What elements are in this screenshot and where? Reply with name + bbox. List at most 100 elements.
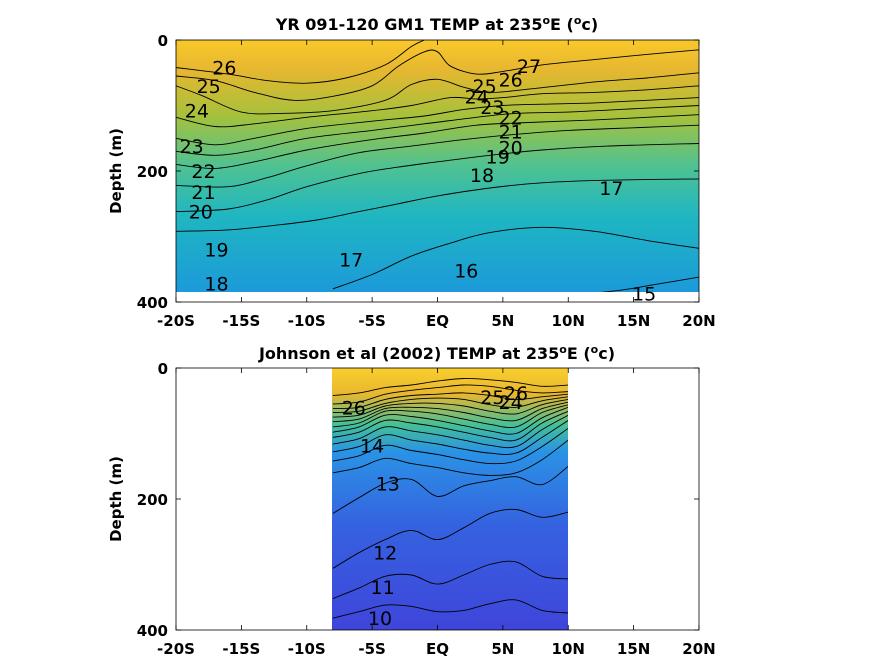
contour-label: 22 (191, 161, 215, 183)
y-tick-label: 0 (158, 360, 168, 378)
y-axis-label-top: Depth (m) (107, 128, 125, 214)
contour-22 (176, 97, 699, 146)
contour-21 (176, 105, 699, 156)
y-tick-label: 400 (137, 622, 168, 640)
y-axis-label-bottom: Depth (m) (107, 456, 125, 542)
contour-10 (332, 599, 568, 619)
contour-15 (600, 276, 699, 292)
contour-label: 15 (632, 284, 656, 306)
temperature-field-bottom (332, 368, 568, 630)
contour-label: 16 (454, 261, 478, 283)
y-tick-label: 200 (137, 163, 168, 181)
contour-label: 20 (189, 202, 213, 224)
contour-label: 22 (499, 107, 523, 129)
x-tick-label: -20S (157, 312, 195, 330)
x-tick-label: -10S (288, 312, 326, 330)
contour-label: 10 (368, 608, 392, 630)
contour-lines-bottom (332, 378, 568, 619)
y-axis-top: 0 200 400 (137, 32, 699, 312)
x-tick-label: -20S (157, 640, 195, 656)
x-tick-label: -10S (288, 640, 326, 656)
contour-label: 23 (480, 97, 504, 119)
contour-13 (332, 465, 568, 514)
x-tick-label: -5S (358, 312, 385, 330)
x-tick-label: 10N (552, 312, 585, 330)
contour-23 (332, 396, 568, 413)
contour-label: 18 (470, 165, 494, 187)
contour-label: 21 (191, 182, 215, 204)
chart-title-bottom: Johnson et al (2002) TEMP at 235oE (oc) (258, 343, 615, 364)
contour-20 (332, 404, 568, 428)
y-axis-bottom: 0 200 400 (137, 360, 699, 640)
x-tick-label: 5N (491, 640, 514, 656)
contour-label: 25 (480, 387, 504, 409)
y-tick-label: 0 (158, 32, 168, 50)
panel-top: YR 091-120 GM1 TEMP at 235oE (oc) 262524… (107, 14, 716, 331)
contour-19 (176, 124, 699, 188)
contour-label: 24 (185, 101, 209, 123)
contour-26 (332, 378, 568, 396)
contour-24 (332, 392, 568, 410)
contour-label: 17 (339, 249, 363, 271)
contour-label: 23 (180, 136, 204, 158)
x-tick-label: -5S (358, 640, 385, 656)
contour-lines-top (176, 40, 699, 292)
contour-label: 18 (204, 274, 228, 296)
contour-label: 26 (499, 69, 523, 91)
contour-label: 12 (373, 543, 397, 565)
contour-24 (176, 72, 699, 115)
contour-22 (332, 398, 568, 418)
contour-label: 25 (473, 76, 497, 98)
contour-17 (332, 414, 568, 449)
contour-25 (176, 49, 699, 101)
x-tick-label: -15S (222, 640, 260, 656)
contour-14 (332, 439, 568, 476)
contour-12 (332, 508, 568, 569)
x-tick-label: 10N (552, 640, 585, 656)
contour-label: 24 (465, 86, 489, 108)
temperature-field-top (176, 40, 699, 292)
y-tick-label: 200 (137, 491, 168, 509)
contour-17 (176, 178, 699, 232)
contour-label: 25 (197, 76, 221, 98)
x-tick-label: 15N (617, 640, 650, 656)
contour-label: 13 (376, 473, 400, 495)
contour-20 (176, 114, 699, 169)
chart-title-top: YR 091-120 GM1 TEMP at 235oE (oc) (275, 14, 598, 35)
x-tick-label: 20N (682, 640, 715, 656)
contour-19 (332, 406, 568, 435)
contour-label: 21 (499, 122, 523, 144)
panel-bottom: Johnson et al (2002) TEMP at 235oE (oc) … (107, 343, 716, 656)
contour-18 (176, 143, 699, 213)
contour-label: 19 (204, 240, 228, 262)
contour-label: 19 (486, 147, 510, 169)
x-tick-label: -15S (222, 312, 260, 330)
x-tick-label: EQ (426, 640, 449, 656)
contour-16 (332, 420, 568, 455)
contour-label: 24 (499, 392, 523, 414)
contour-label: 11 (371, 577, 395, 599)
contour-18 (332, 410, 568, 442)
contour-23 (176, 85, 699, 128)
contour-label: 26 (342, 397, 366, 419)
x-axis-top: -20S -15S -10S -5S EQ 5N 10N 15N 20N (157, 40, 716, 330)
contour-label: 26 (504, 383, 528, 405)
x-axis-bottom: -20S -15S -10S -5S EQ 5N 10N 15N 20N (157, 368, 716, 656)
contour-15 (332, 427, 568, 465)
contour-label: 20 (499, 137, 523, 159)
contour-label: 14 (360, 435, 384, 457)
contour-11 (332, 560, 568, 600)
contour-26 (176, 40, 425, 84)
contour-label: 17 (599, 178, 623, 200)
x-tick-label: EQ (426, 312, 449, 330)
x-tick-label: 20N (682, 312, 715, 330)
contour-label: 27 (517, 56, 541, 78)
y-tick-label: 400 (137, 294, 168, 312)
x-tick-label: 5N (491, 312, 514, 330)
x-tick-label: 15N (617, 312, 650, 330)
contour-21 (332, 401, 568, 423)
contour-label: 26 (212, 58, 236, 80)
contour-16 (332, 226, 699, 290)
